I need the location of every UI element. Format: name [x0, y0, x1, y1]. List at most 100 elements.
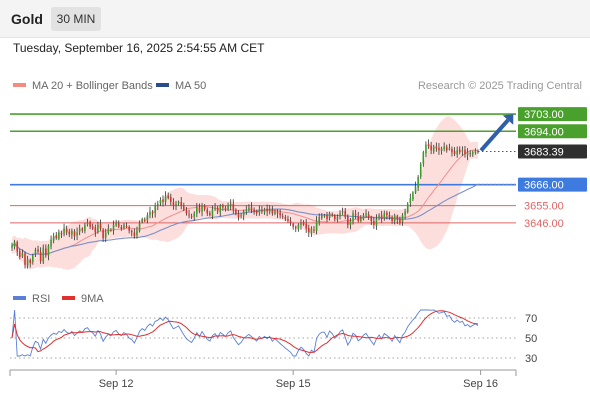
candle-body	[445, 146, 448, 151]
resistance-label-0: 3703.00	[524, 109, 564, 121]
candle-body	[89, 221, 91, 227]
candle-body	[94, 227, 97, 233]
research-credit: Research © 2025 Trading Central	[417, 80, 582, 92]
ma50-label: MA 50	[175, 80, 207, 92]
candle-body	[352, 213, 354, 222]
candle-body	[110, 229, 112, 231]
candle-body	[360, 219, 362, 222]
candle-body	[419, 163, 422, 177]
candle-body	[305, 223, 307, 229]
candle-body	[146, 215, 149, 221]
legend-ma50: MA 50	[156, 80, 206, 92]
candle-body	[136, 230, 138, 236]
9ma-swatch	[62, 296, 75, 301]
candle-body	[78, 228, 81, 232]
candle-body	[170, 196, 172, 202]
candle-body	[287, 218, 289, 221]
candle-body	[47, 245, 50, 256]
candle-body	[271, 210, 274, 214]
candle-body	[245, 209, 248, 212]
candle-body	[438, 147, 440, 151]
candle-body	[209, 213, 211, 216]
candle-body	[253, 209, 255, 212]
candle-body	[302, 221, 305, 225]
candle-body	[362, 215, 365, 220]
candle-body	[347, 216, 349, 225]
candle-body	[149, 211, 151, 216]
candle-body	[380, 215, 383, 220]
candle-body	[464, 149, 466, 155]
candle-body	[138, 222, 141, 232]
candle-body	[466, 152, 469, 156]
candle-body	[383, 213, 386, 219]
candle-body	[232, 204, 235, 210]
candle-body	[86, 222, 89, 225]
ma50-swatch	[156, 83, 169, 88]
candle-body	[250, 207, 253, 210]
level-labels: 3703.00 3694.00 3683.39 3666.00 3655.00 3646.…	[518, 107, 587, 230]
candle-body	[414, 186, 417, 193]
candle-body	[34, 249, 37, 255]
x-tick-label-1: Sep 15	[276, 378, 311, 390]
candle-body	[370, 217, 373, 221]
candle-body	[211, 209, 214, 217]
candle-body	[448, 148, 451, 150]
candle-body	[91, 226, 94, 229]
candle-body	[16, 241, 19, 252]
rsi-tick-70: 70	[525, 313, 537, 325]
candle-body	[37, 249, 39, 252]
candle-body	[461, 150, 464, 152]
9ma-label: 9MA	[81, 293, 104, 305]
candle-body	[172, 202, 175, 206]
candle-body	[222, 204, 224, 208]
candle-body	[425, 144, 427, 154]
candle-body	[214, 207, 216, 210]
candle-body	[323, 215, 326, 217]
candle-body	[81, 228, 84, 231]
candle-body	[274, 211, 276, 214]
candle-body	[151, 211, 154, 214]
candle-body	[58, 232, 60, 239]
candle-body	[97, 224, 99, 233]
chart-datetime: Tuesday, September 16, 2025 2:54:55 AM C…	[13, 41, 265, 55]
candle-body	[404, 211, 406, 215]
candle-body	[263, 209, 266, 213]
candle-body	[206, 209, 209, 214]
candle-body	[401, 215, 404, 222]
forecast-arrow-head	[502, 114, 514, 125]
candle-body	[294, 226, 297, 229]
timeframe-button[interactable]: 30 MIN	[51, 7, 101, 31]
x-tick-label-0: Sep 12	[99, 378, 134, 390]
candle-body	[261, 209, 263, 212]
candle-body	[367, 214, 370, 218]
candle-body	[63, 228, 65, 234]
candle-body	[185, 210, 188, 214]
candle-body	[167, 195, 170, 199]
candle-body	[248, 207, 250, 211]
rsi-swatch	[13, 296, 26, 301]
candle-body	[24, 253, 26, 265]
candle-body	[341, 211, 344, 213]
rsi-tick-30: 30	[525, 353, 537, 365]
candle-body	[71, 230, 73, 235]
candle-body	[84, 224, 86, 231]
candle-body	[443, 146, 445, 149]
candle-body	[477, 151, 479, 153]
candle-body	[115, 222, 117, 226]
candle-body	[229, 203, 232, 206]
candle-body	[154, 205, 156, 213]
candle-body	[474, 150, 477, 153]
candle-body	[99, 224, 102, 229]
candle-body	[310, 228, 313, 234]
candle-body	[133, 232, 136, 237]
candle-body	[130, 230, 133, 233]
candle-body	[60, 233, 63, 235]
candle-body	[255, 211, 258, 214]
candle-body	[183, 206, 185, 210]
candle-body	[318, 217, 320, 222]
last-price-text: 3683.39	[524, 147, 564, 159]
candle-body	[73, 231, 76, 237]
bollinger-band	[12, 116, 478, 270]
candlesticks	[11, 139, 479, 269]
